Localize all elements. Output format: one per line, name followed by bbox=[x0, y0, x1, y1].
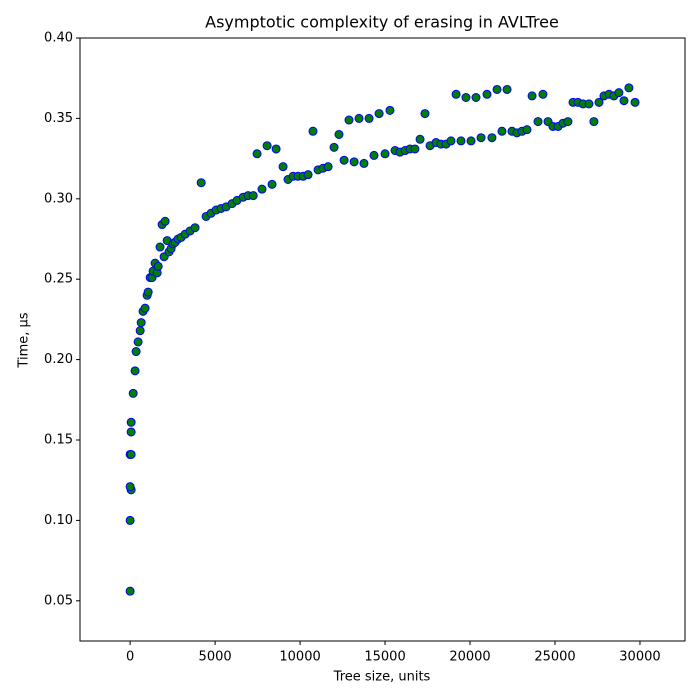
scatter-point bbox=[135, 326, 145, 336]
x-tick-label: 5000 bbox=[199, 650, 232, 665]
y-tick-label: 0.10 bbox=[44, 513, 73, 528]
scatter-point bbox=[446, 136, 456, 146]
x-tick-label: 25000 bbox=[534, 650, 575, 665]
scatter-point bbox=[456, 136, 466, 146]
scatter-point bbox=[359, 158, 369, 168]
scatter-point bbox=[482, 89, 492, 99]
scatter-point bbox=[584, 99, 594, 109]
scatter-point bbox=[594, 97, 604, 107]
x-tick-label: 20000 bbox=[449, 650, 490, 665]
scatter-point bbox=[143, 287, 153, 297]
scatter-point bbox=[334, 129, 344, 139]
scatter-point bbox=[257, 184, 267, 194]
scatter-point bbox=[502, 84, 512, 94]
scatter-point bbox=[262, 141, 272, 151]
y-axis-label: Time, μs bbox=[17, 312, 32, 368]
scatter-point bbox=[136, 318, 146, 328]
scatter-point bbox=[385, 105, 395, 115]
y-tick-label: 0.25 bbox=[44, 272, 73, 287]
chart-title: Asymptotic complexity of erasing in AVLT… bbox=[205, 13, 559, 32]
x-tick-label: 0 bbox=[126, 650, 134, 665]
scatter-point bbox=[354, 113, 364, 123]
scatter-point bbox=[420, 109, 430, 119]
scatter-point bbox=[252, 149, 262, 159]
scatter-point bbox=[126, 417, 136, 427]
x-tick-label: 30000 bbox=[619, 650, 660, 665]
scatter-point bbox=[308, 126, 318, 136]
scatter-point bbox=[126, 427, 136, 437]
scatter-point bbox=[196, 178, 206, 188]
scatter-point bbox=[190, 223, 200, 233]
scatter-point bbox=[589, 117, 599, 127]
scatter-point bbox=[126, 449, 136, 459]
scatter-point bbox=[130, 366, 140, 376]
y-tick-label: 0.40 bbox=[44, 31, 73, 46]
scatter-point bbox=[128, 388, 138, 398]
scatter-point bbox=[155, 242, 165, 252]
scatter-point bbox=[125, 515, 135, 525]
x-tick-label: 10000 bbox=[279, 650, 320, 665]
x-axis-label: Tree size, units bbox=[333, 670, 431, 685]
scatter-point bbox=[461, 92, 471, 102]
scatter-point bbox=[329, 142, 339, 152]
scatter-point bbox=[487, 133, 497, 143]
scatter-point bbox=[471, 92, 481, 102]
scatter-point bbox=[278, 162, 288, 172]
scatter-point bbox=[339, 155, 349, 165]
scatter-point bbox=[267, 179, 277, 189]
x-tick-label: 15000 bbox=[364, 650, 405, 665]
scatter-point bbox=[476, 133, 486, 143]
scatter-point bbox=[140, 303, 150, 313]
scatter-point bbox=[380, 149, 390, 159]
scatter-point bbox=[492, 84, 502, 94]
scatter-point bbox=[344, 115, 354, 125]
scatter-point bbox=[323, 162, 333, 172]
y-tick-label: 0.30 bbox=[44, 191, 73, 206]
scatter-point bbox=[364, 113, 374, 123]
scatter-point bbox=[415, 134, 425, 144]
scatter-point bbox=[497, 126, 507, 136]
scatter-point bbox=[614, 88, 624, 98]
scatter-point bbox=[125, 482, 135, 492]
y-tick-label: 0.05 bbox=[44, 593, 73, 608]
scatter-point bbox=[527, 91, 537, 101]
scatter-point bbox=[369, 150, 379, 160]
scatter-point bbox=[630, 97, 640, 107]
scatter-point bbox=[538, 89, 548, 99]
scatter-point bbox=[349, 157, 359, 167]
scatter-point bbox=[133, 337, 143, 347]
scatter-point bbox=[153, 261, 163, 271]
scatter-point bbox=[533, 117, 543, 127]
scatter-point bbox=[451, 89, 461, 99]
scatter-point bbox=[522, 125, 532, 135]
scatter-point bbox=[624, 83, 634, 93]
y-tick-label: 0.35 bbox=[44, 111, 73, 126]
scatter-point bbox=[466, 136, 476, 146]
scatter-point bbox=[619, 96, 629, 106]
scatter-point bbox=[374, 109, 384, 119]
plot-frame bbox=[79, 37, 686, 642]
y-tick-label: 0.20 bbox=[44, 352, 73, 367]
scatter-point bbox=[131, 347, 141, 357]
scatter-point bbox=[410, 144, 420, 154]
y-tick-label: 0.15 bbox=[44, 433, 73, 448]
scatter-point bbox=[271, 144, 281, 154]
scatter-point bbox=[248, 191, 258, 201]
scatter-point bbox=[160, 216, 170, 226]
scatter-point bbox=[563, 117, 573, 127]
scatter-point bbox=[303, 170, 313, 180]
scatter-point bbox=[125, 586, 135, 596]
